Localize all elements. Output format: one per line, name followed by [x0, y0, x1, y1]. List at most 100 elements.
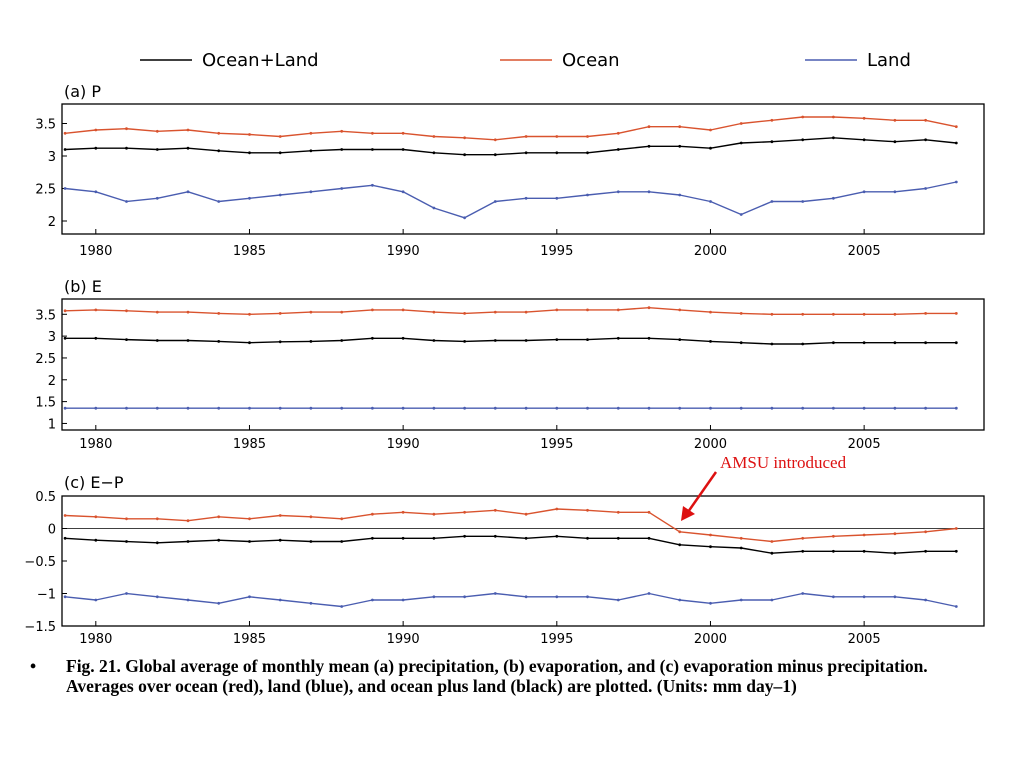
data-point-2-land-2007: [924, 598, 927, 602]
data-point-1-ocean-land-2001: [739, 341, 743, 345]
data-point-0-ocean-land-1993: [493, 153, 497, 157]
series-line-0-land: [65, 181, 957, 219]
data-point-1-ocean-1994: [524, 310, 528, 314]
data-point-2-ocean-land-1999: [678, 543, 682, 547]
data-point-2-ocean-land-1985: [248, 540, 251, 543]
data-point-2-land-1980: [94, 598, 98, 602]
data-point-1-ocean-1985: [248, 312, 251, 316]
data-point-0-ocean-land-1997: [616, 148, 620, 151]
data-point-2-ocean-land-1991: [432, 536, 436, 540]
data-point-0-ocean-2005: [862, 116, 866, 120]
data-point-2-ocean-1992: [463, 510, 466, 514]
data-point-0-land-1994: [524, 196, 528, 200]
data-point-0-ocean-1981: [125, 127, 128, 131]
data-point-2-ocean-land-2005: [862, 549, 866, 553]
data-point-1-ocean-land-1991: [432, 339, 436, 342]
data-point-1-ocean-2005: [862, 312, 866, 316]
data-point-0-ocean-land-2007: [924, 138, 927, 142]
data-point-2-ocean-1986: [278, 514, 282, 517]
data-point-0-ocean-1980: [94, 128, 98, 132]
data-point-1-ocean-land-1993: [493, 339, 497, 342]
data-point-1-land-1985: [248, 406, 251, 410]
x-tick-label-0-4: 2000: [694, 244, 727, 259]
data-point-1-ocean-land-1998: [647, 336, 651, 340]
data-point-2-land-1987: [309, 601, 313, 605]
data-point-1-land-1982: [155, 406, 159, 410]
data-point-2-ocean-land-1981: [125, 540, 128, 543]
data-point-0-land-1986: [278, 193, 282, 197]
data-point-2-land-1985: [248, 595, 251, 599]
data-point-2-ocean-land-1987: [309, 540, 313, 543]
data-point-0-ocean-land-1988: [340, 148, 344, 151]
x-tick-label-1-2: 1990: [387, 437, 420, 452]
data-point-2-ocean-1995: [555, 507, 559, 511]
annotation-text: AMSU introduced: [720, 453, 847, 472]
data-point-1-ocean-1996: [586, 308, 589, 312]
data-point-2-ocean-land-2002: [770, 551, 774, 555]
data-point-1-ocean-2002: [770, 312, 774, 316]
data-point-0-ocean-land-1981: [125, 146, 128, 150]
data-point-2-ocean-1989: [371, 512, 374, 516]
data-point-2-ocean-land-2000: [709, 545, 712, 549]
data-point-0-land-1980: [94, 190, 98, 194]
data-point-0-ocean-land-1979: [63, 148, 67, 151]
data-point-0-land-1999: [678, 193, 682, 197]
data-point-0-land-2008: [954, 180, 958, 184]
y-tick-label-2-3: 0: [48, 523, 56, 538]
data-point-2-ocean-2002: [770, 540, 774, 543]
data-point-0-ocean-land-2004: [832, 136, 835, 140]
data-point-2-ocean-1993: [493, 508, 497, 512]
data-point-2-ocean-1980: [94, 515, 98, 519]
data-point-1-land-1999: [678, 406, 682, 410]
data-point-2-ocean-1984: [217, 515, 221, 519]
data-point-0-land-2000: [709, 200, 712, 203]
data-point-1-land-1996: [586, 406, 589, 410]
data-point-2-ocean-2004: [832, 534, 835, 538]
data-point-0-land-2004: [832, 196, 835, 200]
data-point-2-ocean-2006: [893, 532, 897, 536]
data-point-2-ocean-land-2006: [893, 551, 897, 555]
data-point-0-land-1985: [248, 196, 251, 200]
data-point-2-ocean-2005: [862, 533, 866, 537]
plot-frame-1: [61, 298, 985, 431]
y-tick-label-0-1: 2.5: [35, 183, 56, 198]
data-point-0-land-2001: [739, 213, 743, 216]
data-point-1-land-1991: [432, 406, 436, 410]
data-point-2-land-1982: [155, 595, 159, 599]
data-point-1-land-1979: [63, 406, 67, 410]
annotation-arrow-shaft: [686, 471, 718, 513]
data-point-0-ocean-land-2005: [862, 138, 866, 142]
x-tick-label-0-0: 1980: [79, 244, 112, 259]
y-tick-label-2-0: −1.5: [24, 620, 56, 635]
data-point-2-land-1979: [63, 595, 67, 599]
data-point-0-ocean-2000: [709, 128, 712, 132]
data-point-1-land-1987: [309, 406, 313, 410]
data-point-0-land-1992: [463, 216, 466, 220]
series-line-2-ocean-land: [65, 535, 957, 554]
data-point-0-ocean-1993: [493, 138, 497, 142]
data-point-1-land-1983: [186, 406, 190, 410]
data-point-1-ocean-2007: [924, 312, 927, 315]
data-point-2-ocean-1994: [524, 512, 528, 516]
data-point-2-land-2005: [862, 595, 866, 599]
figure: Ocean+Land Ocean Land (a) P 2 2.5 3 3.5 1980 1985…: [24, 50, 985, 647]
data-point-2-ocean-land-1982: [155, 541, 159, 545]
data-point-2-land-1984: [217, 601, 221, 605]
data-point-0-ocean-land-1989: [371, 148, 374, 151]
data-point-1-ocean-land-1996: [586, 338, 589, 341]
x-tick-label-0-2: 1990: [387, 244, 420, 259]
data-point-1-ocean-1995: [555, 308, 559, 312]
series-line-1-ocean-land: [65, 337, 957, 345]
data-point-1-land-2001: [739, 406, 743, 410]
data-point-0-land-2006: [893, 190, 897, 194]
data-point-1-ocean-land-2007: [924, 341, 927, 345]
y-tick-label-1-0: 1: [48, 417, 56, 432]
data-point-1-ocean-land-2000: [709, 340, 712, 343]
data-point-0-land-1983: [186, 190, 190, 194]
data-point-2-ocean-1983: [186, 519, 190, 523]
data-point-0-land-2002: [770, 200, 774, 203]
data-point-1-ocean-land-1992: [463, 340, 466, 343]
data-point-0-ocean-land-1998: [647, 144, 651, 148]
plot-frame-2: [61, 495, 985, 627]
data-point-1-ocean-land-2008: [954, 341, 958, 345]
